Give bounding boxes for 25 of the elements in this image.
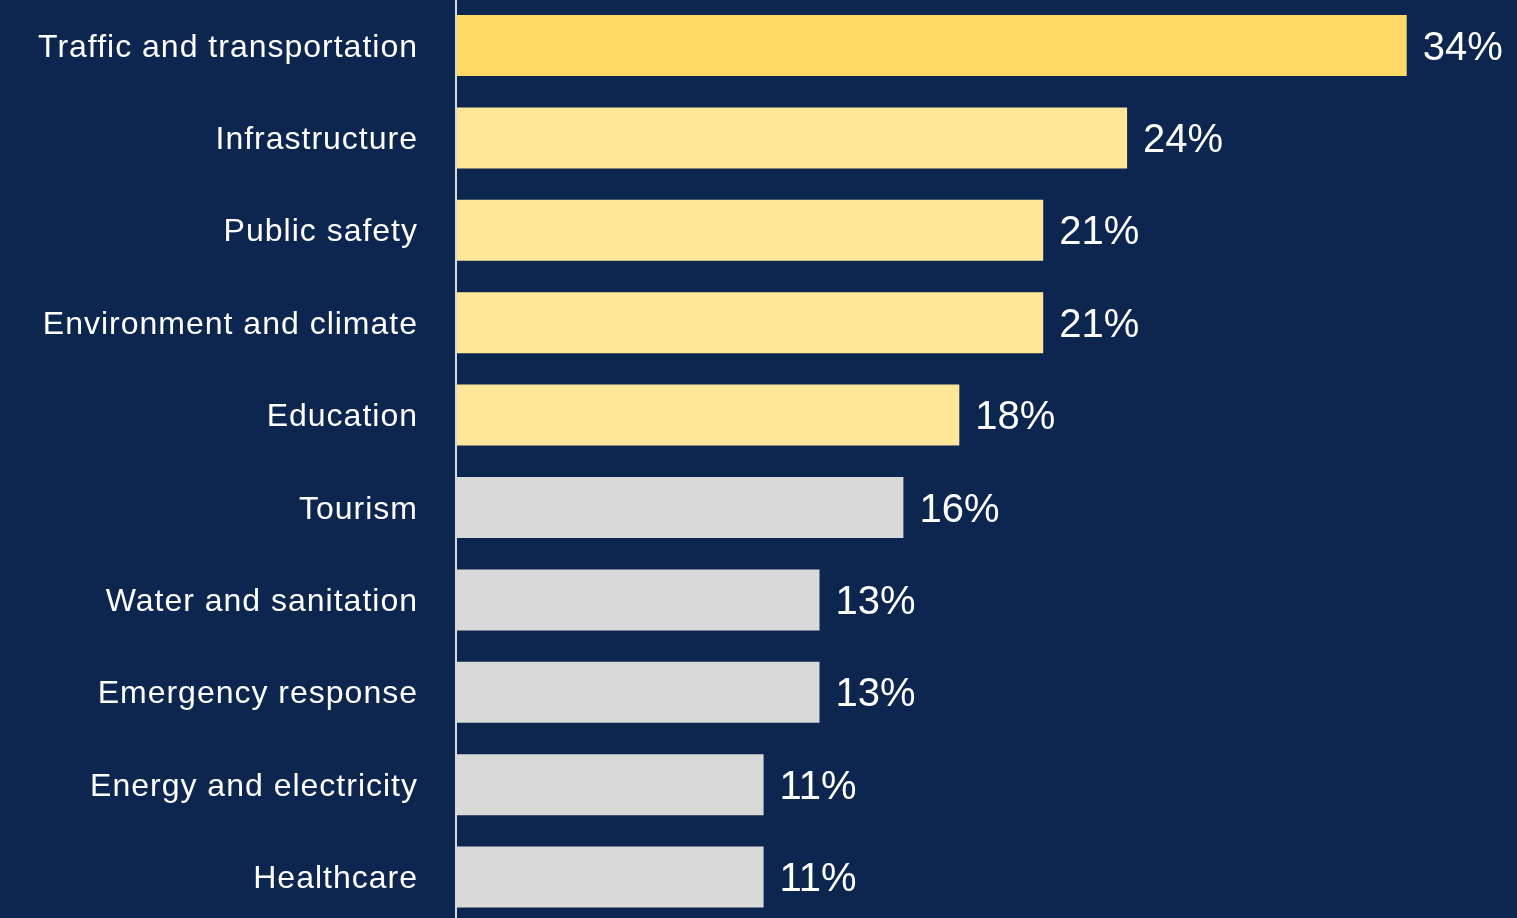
y-tick-label: Environment and climate [42,304,418,341]
y-tick-label: Tourism [298,489,418,526]
data-label: 34% [1422,23,1503,68]
y-tick-label: Public safety [223,212,418,249]
data-label: 24% [1143,115,1224,160]
y-tick-label: Water and sanitation [105,581,418,618]
y-tick-label: Education [266,397,418,434]
data-label: 16% [919,485,1000,530]
y-tick-label: Infrastructure [215,119,418,156]
bar [456,199,1044,261]
data-label: 13% [835,577,916,622]
y-tick-label: Energy and electricity [90,766,418,803]
data-label: 18% [975,393,1056,438]
bar [456,107,1128,169]
y-tick-label: Healthcare [253,859,418,896]
y-tick-label: Traffic and transportation [38,27,418,64]
bar [456,292,1044,354]
data-label: 21% [1059,300,1140,345]
data-label: 11% [779,855,857,900]
y-tick-label: Emergency response [97,674,418,711]
bar [456,384,960,446]
bar [456,15,1407,76]
data-label: 11% [779,762,857,807]
data-label: 13% [835,670,916,715]
data-label: 21% [1059,208,1140,253]
